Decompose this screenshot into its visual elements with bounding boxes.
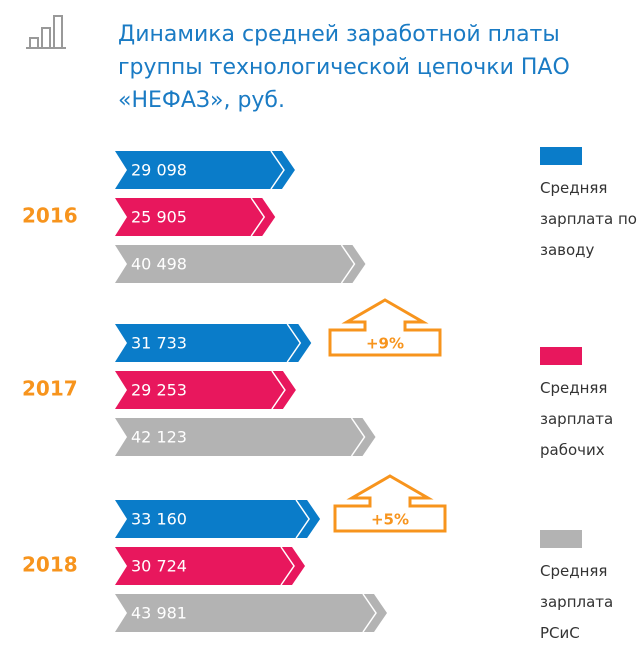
bar-chevron bbox=[295, 499, 310, 539]
bar bbox=[115, 371, 296, 409]
legend-label: Средняя зарплата РСиС bbox=[540, 562, 614, 642]
year-label: 2018 bbox=[22, 553, 78, 577]
bar-chevron bbox=[250, 197, 266, 237]
value-label: 29 253 bbox=[131, 381, 187, 400]
legend-swatch bbox=[540, 147, 582, 165]
value-label: 42 123 bbox=[131, 428, 187, 447]
value-label: 30 724 bbox=[131, 557, 187, 576]
legend-swatch bbox=[540, 530, 582, 548]
bar-chevron bbox=[286, 323, 302, 363]
legend-swatch bbox=[540, 347, 582, 365]
value-label: 40 498 bbox=[131, 255, 187, 274]
bar-chevron bbox=[280, 546, 295, 586]
chart-title: Динамика средней заработной платы группы… bbox=[118, 22, 570, 113]
bar-chevron bbox=[271, 370, 286, 410]
bar bbox=[115, 500, 321, 538]
value-label: 25 905 bbox=[131, 208, 187, 227]
bar bbox=[115, 324, 312, 362]
chart-icon bbox=[26, 15, 66, 49]
bar bbox=[115, 245, 366, 283]
bar bbox=[115, 151, 295, 189]
bar-chevron bbox=[350, 417, 366, 457]
year-label: 2017 bbox=[22, 377, 78, 401]
bar bbox=[115, 418, 376, 456]
growth-arrow bbox=[328, 298, 442, 357]
growth-arrow bbox=[333, 474, 447, 533]
value-label: 31 733 bbox=[131, 334, 187, 353]
bar-chevron bbox=[362, 593, 377, 633]
growth-label: +9% bbox=[366, 335, 404, 353]
value-label: 43 981 bbox=[131, 604, 187, 623]
value-label: 33 160 bbox=[131, 510, 187, 529]
bar bbox=[115, 547, 306, 585]
bar-chevron bbox=[340, 244, 356, 284]
bar-chevron bbox=[270, 150, 285, 190]
legend-label: Средняя зарплата по заводу bbox=[540, 179, 637, 259]
bar bbox=[115, 198, 276, 236]
growth-label: +5% bbox=[371, 511, 409, 529]
bar bbox=[115, 594, 387, 632]
value-label: 29 098 bbox=[131, 161, 187, 180]
legend-label: Средняя зарплата рабочих bbox=[540, 379, 614, 459]
year-label: 2016 bbox=[22, 204, 78, 228]
